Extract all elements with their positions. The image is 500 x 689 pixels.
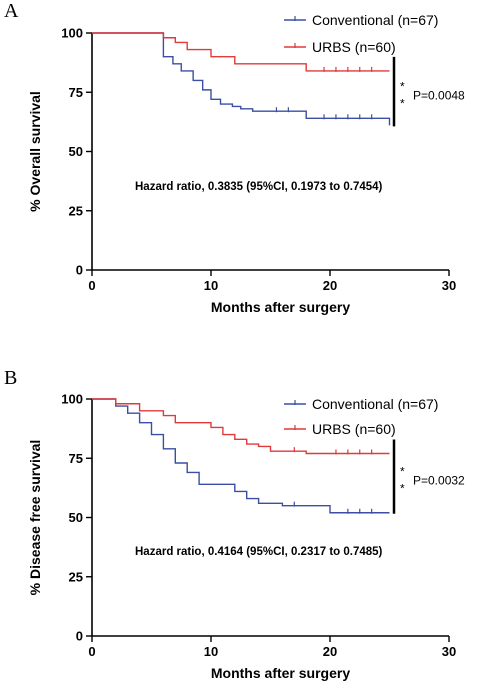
- panel-letter: B: [4, 367, 17, 389]
- x-tick-label: 0: [88, 644, 95, 659]
- x-tick-label: 0: [88, 278, 95, 293]
- panel-letter: A: [4, 0, 19, 22]
- y-axis-title: % Overall survival: [27, 91, 43, 212]
- y-tick-label: 75: [69, 451, 83, 466]
- x-tick-label: 30: [442, 278, 456, 293]
- survival-curve-urbs: [92, 398, 390, 455]
- x-tick-label: 30: [442, 644, 456, 659]
- y-tick-label: 0: [76, 629, 83, 644]
- significance-star: *: [400, 80, 405, 94]
- y-tick-label: 50: [69, 510, 83, 525]
- legend-label: Conventional (n=67): [312, 12, 438, 28]
- x-axis-title: Months after surgery: [211, 299, 350, 315]
- x-tick-label: 10: [204, 644, 218, 659]
- survival-curve-conventional: [92, 32, 391, 126]
- x-tick-label: 10: [204, 278, 218, 293]
- panel-b-chart: B 0 25 50 75 100 0 10 20 30 Months after surgery % …: [4, 367, 465, 681]
- x-tick-label: 20: [323, 644, 337, 659]
- y-tick-label: 50: [69, 144, 83, 159]
- significance-star: *: [400, 97, 405, 111]
- x-axis-title: Months after surgery: [211, 665, 350, 681]
- panel-a-chart: A 0 25 50 75 100 0 10 20 30 Months after surgery % …: [4, 0, 465, 315]
- legend-label: URBS (n=60): [312, 39, 396, 55]
- y-tick-label: 25: [69, 569, 83, 584]
- p-value-label: P=0.0048: [413, 89, 465, 103]
- p-value-label: P=0.0032: [413, 474, 465, 488]
- x-tick-label: 20: [323, 278, 337, 293]
- hazard-ratio-annotation: Hazard ratio, 0.3835 (95%CI, 0.1973 to 0…: [135, 181, 383, 193]
- legend-label: URBS (n=60): [312, 421, 396, 437]
- y-tick-label: 0: [76, 263, 83, 278]
- significance-star: *: [400, 482, 405, 496]
- survival-curve-conventional: [92, 398, 390, 514]
- y-tick-label: 100: [61, 26, 83, 41]
- legend-label: Conventional (n=67): [312, 396, 438, 412]
- y-tick-label: 75: [69, 85, 83, 100]
- significance-star: *: [400, 465, 405, 479]
- hazard-ratio-annotation: Hazard ratio, 0.4164 (95%CI, 0.2317 to 0…: [135, 546, 383, 558]
- y-axis-title: % Disease free survival: [27, 440, 43, 596]
- survival-curve-urbs: [92, 32, 390, 72]
- y-tick-label: 25: [69, 203, 83, 218]
- y-tick-label: 100: [61, 392, 83, 407]
